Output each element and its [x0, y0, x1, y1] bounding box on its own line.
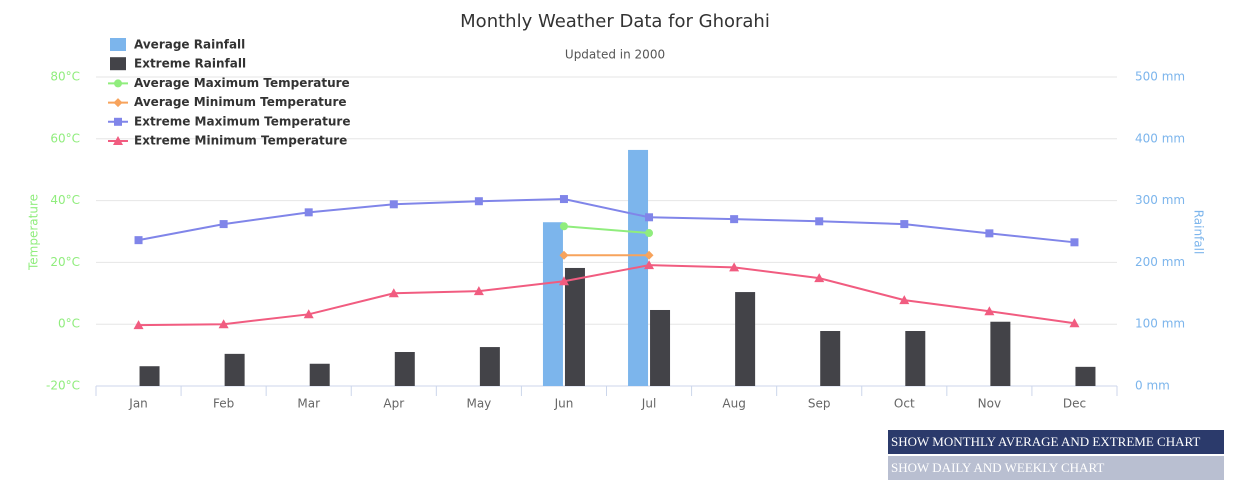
bar [565, 268, 585, 386]
y-tick-label: 80°C [50, 70, 80, 84]
bar [395, 352, 415, 386]
bar [905, 331, 925, 386]
page: {"chart_data": {"type": "combo", "title"… [0, 0, 1243, 480]
legend-label: Extreme Rainfall [134, 57, 246, 71]
legend-label: Average Maximum Temperature [134, 76, 350, 90]
x-tick-label: Mar [297, 397, 320, 411]
legend-swatch [110, 38, 126, 51]
y2-tick-label: 100 mm [1135, 317, 1185, 331]
point [645, 229, 653, 237]
y2-tick-label: 500 mm [1135, 70, 1185, 84]
legend-marker [114, 98, 123, 107]
bar [225, 354, 245, 386]
bar [480, 347, 500, 386]
point [1070, 238, 1078, 246]
x-tick-label: Aug [722, 397, 745, 411]
x-tick-label: Feb [213, 397, 234, 411]
y-axis-title: Temperature [27, 194, 41, 271]
y2-tick-label: 400 mm [1135, 131, 1185, 145]
x-tick-label: Sep [808, 397, 831, 411]
point [560, 222, 568, 230]
point [475, 197, 483, 205]
y-tick-label: -20°C [46, 379, 80, 393]
point [645, 213, 653, 221]
x-tick-label: Dec [1063, 397, 1086, 411]
bar [1075, 367, 1095, 386]
y-tick-label: 60°C [50, 131, 80, 145]
x-tick-label: Oct [894, 397, 915, 411]
bar [310, 364, 330, 386]
y-tick-label: 40°C [50, 193, 80, 207]
bar [735, 292, 755, 386]
y2-tick-label: 200 mm [1135, 255, 1185, 269]
line [139, 265, 1075, 325]
point [560, 195, 568, 203]
x-tick-label: Apr [383, 397, 404, 411]
legend-marker [114, 79, 122, 87]
y-tick-label: 0°C [58, 317, 80, 331]
x-tick-label: Nov [978, 397, 1001, 411]
legend-label: Average Rainfall [134, 38, 245, 52]
x-tick-label: May [466, 397, 491, 411]
bar [650, 310, 670, 386]
point [390, 200, 398, 208]
chart: Monthly Weather Data for Ghorahi Updated… [0, 0, 1243, 430]
x-tick-label: Jan [128, 397, 148, 411]
chart-title: Monthly Weather Data for Ghorahi [460, 11, 770, 32]
chart-button[interactable]: SHOW MONTHLY AVERAGE AND EXTREME CHART [888, 430, 1224, 454]
chart-subtitle: Updated in 2000 [565, 48, 665, 62]
legend-swatch [110, 57, 126, 70]
point [220, 220, 228, 228]
chart-button[interactable]: SHOW DAILY AND WEEKLY CHART [888, 456, 1224, 480]
point [900, 220, 908, 228]
legend-label: Extreme Minimum Temperature [134, 134, 347, 148]
point [985, 229, 993, 237]
legend-marker [114, 118, 122, 126]
point [305, 208, 313, 216]
line [139, 199, 1075, 242]
y2-tick-label: 300 mm [1135, 193, 1185, 207]
point [730, 215, 738, 223]
bar [140, 366, 160, 386]
bar [820, 331, 840, 386]
legend-label: Average Minimum Temperature [134, 95, 347, 109]
bar [990, 322, 1010, 386]
bar [543, 222, 563, 386]
x-tick-label: Jun [554, 397, 574, 411]
legend-label: Extreme Maximum Temperature [134, 114, 351, 128]
point [815, 217, 823, 225]
y2-tick-label: 0 mm [1135, 379, 1170, 393]
point [135, 236, 143, 244]
x-tick-label: Jul [641, 397, 656, 411]
y-tick-label: 20°C [50, 255, 80, 269]
y2-axis-title: Rainfall [1192, 210, 1206, 255]
